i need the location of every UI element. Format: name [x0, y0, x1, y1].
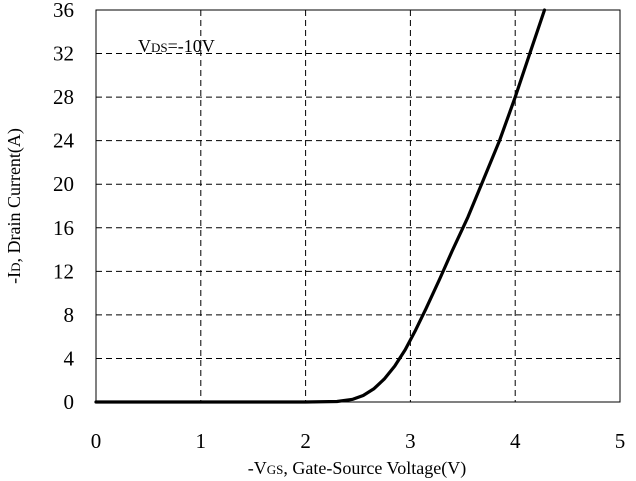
y-tick-label: 16: [53, 216, 74, 240]
x-axis-title-rest: , Gate-Source Voltage(V): [283, 458, 466, 479]
y-tick-label: 36: [53, 0, 74, 22]
vds-annotation-subscript: DS: [151, 40, 168, 55]
x-axis-title: -VGS, Gate-Source Voltage(V): [248, 458, 466, 479]
y-tick-label: 20: [53, 172, 74, 196]
x-axis-title-subscript: GS: [267, 462, 284, 477]
y-tick-label: 8: [64, 303, 75, 327]
y-tick-label: 24: [53, 129, 75, 153]
vds-annotation: VDS=-10V: [138, 36, 215, 56]
x-tick-label: 3: [405, 429, 416, 453]
y-axis-title-prefix: -I: [4, 272, 24, 284]
y-axis-title-subscript: D: [8, 263, 23, 272]
y-axis-title: -ID, Drain Current(A): [4, 128, 25, 284]
x-tick-label: 4: [510, 429, 521, 453]
grid-lines: [96, 10, 620, 402]
plot-frame: [95, 9, 621, 403]
y-tick-label: 12: [53, 259, 74, 283]
x-tick-label: 0: [91, 429, 102, 453]
x-tick-label: 2: [300, 429, 311, 453]
x-axis-title-prefix: -V: [248, 458, 267, 478]
y-tick-label: 32: [53, 42, 74, 66]
x-tick-label: 5: [615, 429, 626, 453]
y-tick-label: 4: [64, 346, 75, 370]
y-axis-title-rest: , Drain Current(A): [4, 128, 25, 262]
y-tick-label: 0: [64, 390, 75, 414]
x-tick-label: 1: [196, 429, 207, 453]
vds-annotation-prefix: V: [138, 36, 151, 56]
y-tick-label: 28: [53, 85, 74, 109]
axes: [95, 9, 621, 403]
drain-current-curve: [94, 8, 547, 404]
series-layer: [94, 8, 547, 404]
vds-annotation-value: =-10V: [168, 36, 215, 56]
